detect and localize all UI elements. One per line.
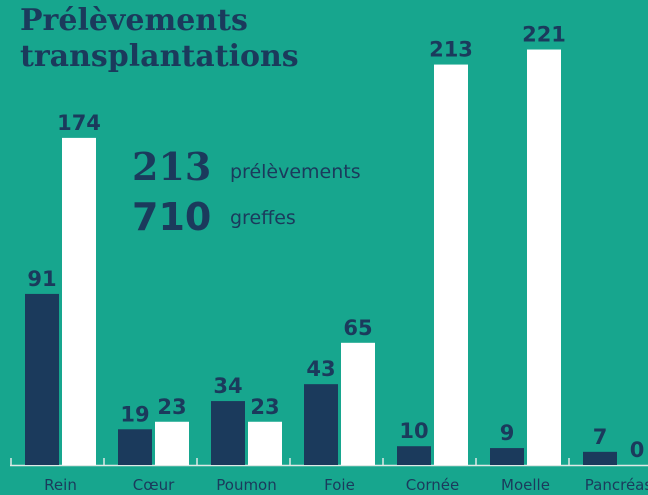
bar [583,451,617,465]
x-tick-label: Cœur [133,476,175,494]
bar [304,384,338,465]
x-tick-label: Poumon [216,476,277,494]
x-tick-label: Foie [324,476,355,494]
value-label: 34 [213,374,242,398]
value-label: 174 [57,111,101,135]
annotation-text: greffes [230,207,296,229]
value-label: 19 [120,402,149,426]
bar [434,64,468,465]
value-label: 0 [630,438,645,462]
x-tick-label: Rein [44,476,77,494]
bar [248,421,282,465]
bar [490,448,524,465]
bar [62,137,96,465]
value-label: 221 [522,23,566,47]
bar [397,446,431,465]
value-label: 65 [343,316,372,340]
bar [341,342,375,465]
x-tick-label: Moelle [501,476,550,494]
annotation-number: 710 [132,195,211,239]
value-label: 9 [500,421,515,445]
x-tick-label: Pancréas [585,476,648,494]
bar [211,401,245,465]
value-label: 10 [399,419,428,443]
x-tick-label: Cornée [406,476,460,494]
bar [118,429,152,465]
annotation-text: prélèvements [230,161,361,183]
bar [527,49,561,466]
value-label: 43 [306,357,335,381]
value-label: 213 [429,38,473,62]
value-label: 23 [250,395,279,419]
chart-title: transplantations [20,39,299,74]
value-label: 7 [593,425,608,449]
chart-title: Prélèvements [20,3,248,38]
value-label: 91 [27,267,56,291]
bar [155,421,189,465]
annotation-number: 213 [132,144,211,189]
value-label: 23 [157,395,186,419]
bar [25,293,59,465]
